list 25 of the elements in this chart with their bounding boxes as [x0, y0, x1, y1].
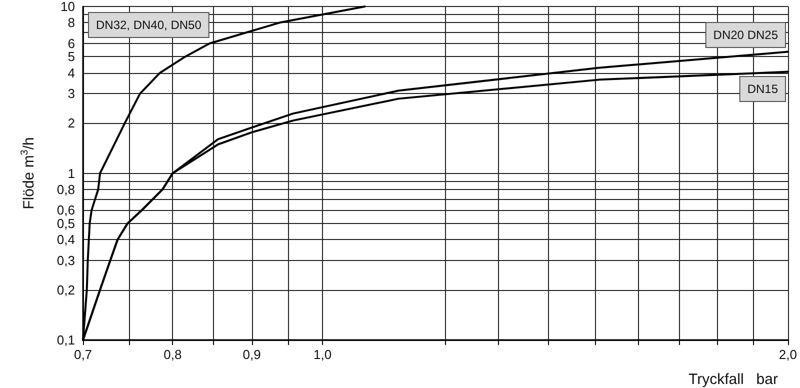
y-tick-label: 8: [68, 15, 75, 30]
x-tick-label: 1,0: [313, 347, 332, 362]
y-tick-label: 1: [68, 166, 75, 181]
x-tick-label: 2,0: [778, 347, 798, 362]
x-axis-title: Tryckfall bar: [688, 371, 778, 388]
x-tick-label: 0,7: [74, 347, 92, 362]
y-axis-title: Flöde m3/h: [20, 137, 38, 210]
y-tick-label: 4: [68, 65, 75, 80]
y-tick-label: 0,2: [56, 282, 75, 298]
y-tick-label: 0,3: [56, 252, 75, 268]
y-tick-label: 2: [68, 116, 75, 131]
y-tick-label: 0,8: [56, 182, 75, 197]
y-tick-label: 6: [68, 36, 75, 51]
series-label: DN20 DN25: [713, 28, 778, 42]
y-tick-label: 0,6: [56, 202, 75, 218]
y-tick-label: 0,1: [56, 332, 75, 348]
x-tick-label: 0,9: [242, 347, 261, 362]
y-tick-label: 5: [68, 49, 75, 64]
series-label: DN32, DN40, DN50: [96, 18, 202, 32]
series-label: DN15: [747, 82, 778, 96]
y-tick-label: 3: [68, 86, 75, 102]
x-tick-label: 0,8: [164, 347, 182, 362]
y-tick-label: 10: [60, 0, 75, 14]
y-tick-label: 0,5: [56, 216, 75, 231]
y-tick-label: 0,4: [56, 232, 75, 248]
